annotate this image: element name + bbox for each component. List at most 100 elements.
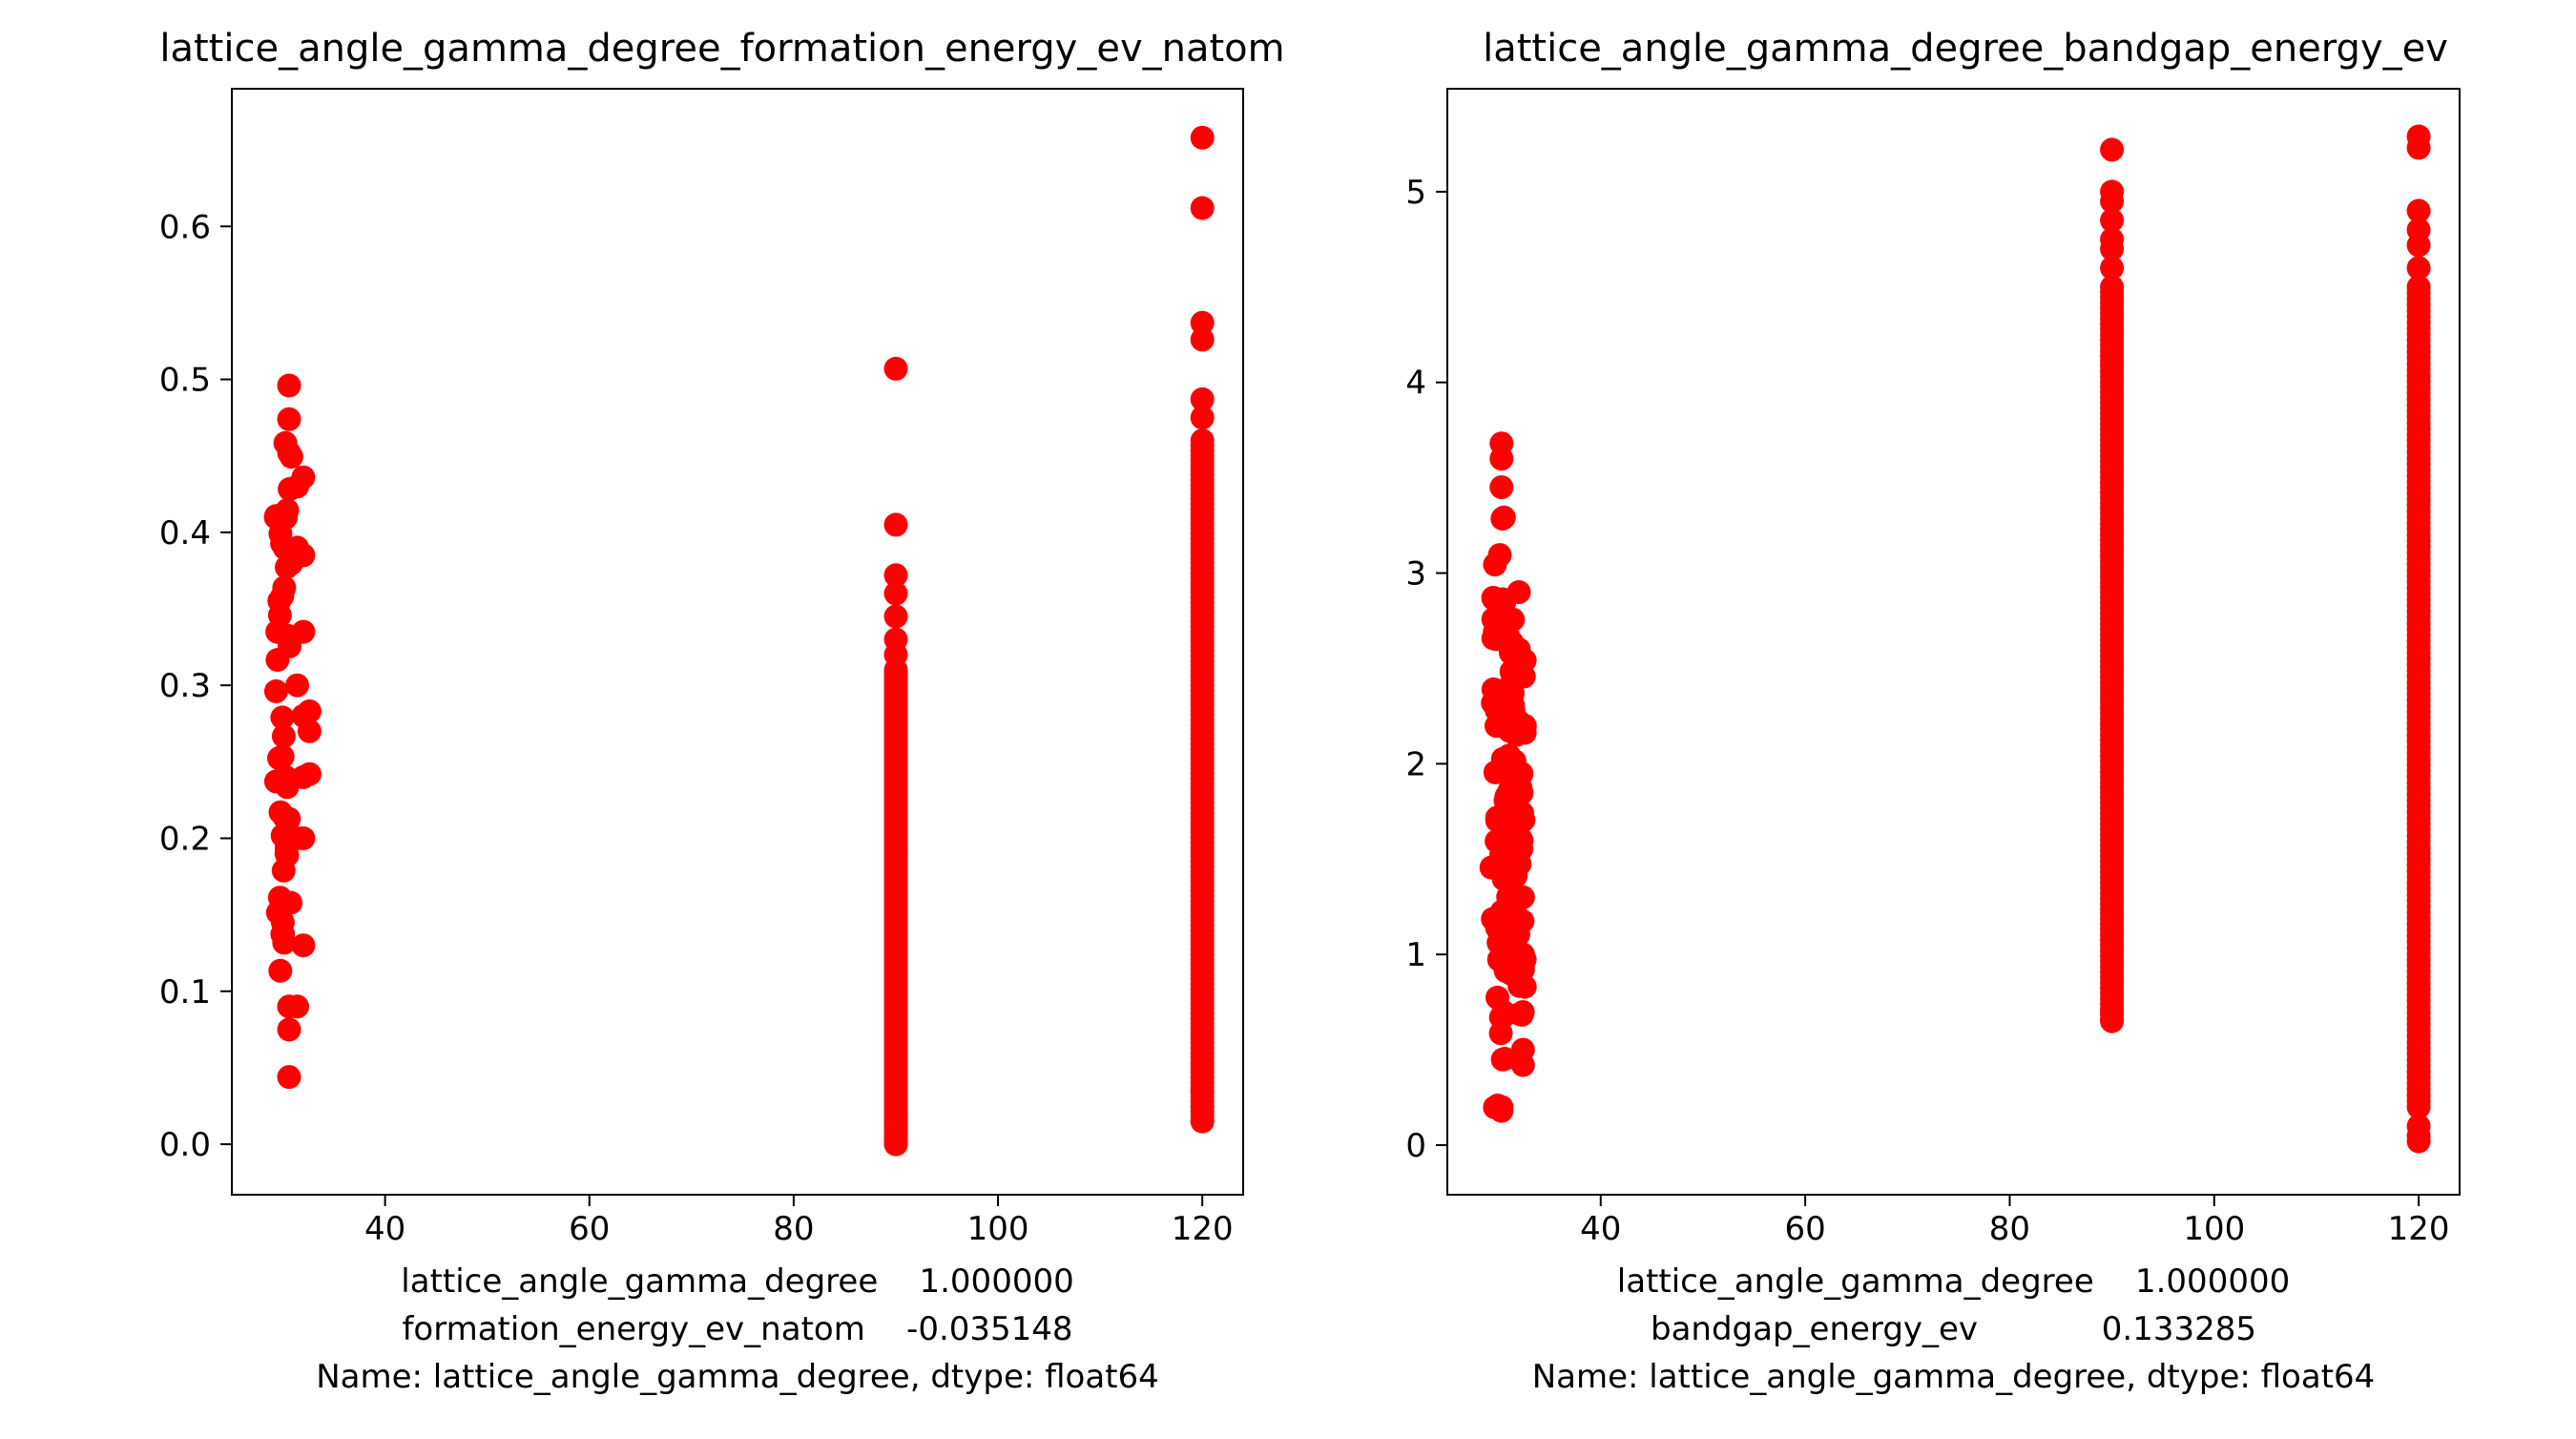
- data-point: [1489, 431, 1514, 456]
- y-tick-label: 0.1: [159, 973, 211, 1011]
- data-point: [883, 356, 908, 381]
- data-point: [1190, 428, 1215, 453]
- data-point: [1190, 327, 1215, 352]
- data-point: [1510, 1037, 1535, 1062]
- data-point: [267, 746, 291, 771]
- data-point: [1510, 885, 1535, 909]
- data-point: [1489, 600, 1514, 625]
- data-point: [1190, 310, 1215, 335]
- data-point: [268, 800, 293, 824]
- data-point: [1491, 505, 1516, 530]
- data-point: [1190, 1078, 1215, 1103]
- x-axis-label-line: lattice_angle_gamma_degree 1.000000: [1617, 1262, 2290, 1301]
- x-tick-label: 80: [773, 1210, 814, 1248]
- x-tick-label: 40: [364, 1210, 405, 1248]
- data-point: [1190, 196, 1215, 220]
- data-point: [2100, 179, 2125, 204]
- x-axis-label-line: bandgap_energy_ev 0.133285: [1651, 1310, 2256, 1348]
- data-point: [2406, 1114, 2431, 1138]
- data-point: [1510, 942, 1535, 967]
- data-point: [291, 619, 316, 644]
- data-point: [2100, 208, 2125, 233]
- data-point: [265, 648, 290, 672]
- data-point: [2406, 218, 2431, 242]
- data-point: [277, 1065, 301, 1090]
- data-point: [2406, 275, 2431, 300]
- y-tick-label: 2: [1405, 745, 1426, 783]
- x-tick-label: 60: [569, 1210, 610, 1248]
- data-point: [883, 627, 908, 652]
- data-point: [285, 673, 309, 698]
- data-point: [291, 933, 316, 958]
- data-point: [277, 407, 301, 431]
- data-point: [1489, 1095, 1514, 1119]
- data-point: [883, 581, 908, 606]
- data-point: [883, 563, 908, 588]
- y-tick-label: 0.3: [159, 667, 211, 705]
- data-point: [2100, 256, 2125, 281]
- axes-frame: [231, 88, 1244, 1196]
- data-point: [297, 699, 322, 723]
- data-point: [883, 604, 908, 629]
- data-point: [1499, 830, 1524, 854]
- data-point: [1190, 125, 1215, 150]
- data-point: [268, 958, 293, 983]
- x-tick-label: 120: [1172, 1210, 1234, 1248]
- data-point: [2406, 198, 2431, 223]
- y-tick-label: 0.6: [159, 208, 211, 246]
- y-tick-label: 4: [1405, 365, 1426, 403]
- data-point: [277, 373, 301, 398]
- data-points: [1479, 124, 2431, 1154]
- data-point: [2100, 137, 2125, 162]
- y-tick-label: 0: [1405, 1127, 1426, 1165]
- y-tick-label: 0.5: [159, 362, 211, 400]
- data-point: [272, 575, 297, 600]
- x-tick-label: 60: [1784, 1210, 1825, 1248]
- x-tick-label: 100: [967, 1210, 1029, 1248]
- axes-frame: [1446, 88, 2461, 1196]
- data-point: [1492, 1047, 1517, 1071]
- data-point: [1506, 637, 1531, 661]
- chart-title: lattice_angle_gamma_degree_bandgap_energ…: [1483, 27, 2448, 71]
- data-point: [1504, 864, 1528, 888]
- data-point: [277, 1017, 301, 1042]
- y-tick-label: 0.0: [159, 1126, 211, 1164]
- data-point: [1501, 693, 1526, 718]
- data-point: [263, 504, 288, 529]
- chart-title: lattice_angle_gamma_degree_formation_ene…: [159, 27, 1284, 71]
- data-point: [279, 890, 303, 915]
- y-tick-label: 0.2: [159, 820, 211, 858]
- data-point: [1506, 580, 1531, 604]
- data-point: [883, 512, 908, 537]
- data-point: [274, 764, 298, 789]
- data-point: [2100, 275, 2125, 300]
- data-point: [271, 724, 296, 748]
- data-point: [291, 826, 316, 850]
- x-axis-label-line: Name: lattice_angle_gamma_degree, dtype:…: [1532, 1358, 2376, 1396]
- data-point: [1190, 406, 1215, 430]
- data-point: [263, 678, 288, 703]
- data-point: [272, 930, 297, 955]
- data-point: [1503, 919, 1527, 944]
- x-tick-label: 120: [2388, 1210, 2450, 1248]
- data-point: [297, 719, 322, 743]
- y-tick-label: 0.4: [159, 514, 211, 553]
- x-tick-label: 40: [1580, 1210, 1621, 1248]
- data-point: [1497, 744, 1522, 769]
- data-point: [270, 705, 295, 730]
- data-point: [883, 1101, 908, 1126]
- data-point: [277, 441, 301, 465]
- data-point: [297, 761, 322, 786]
- data-point: [2100, 227, 2125, 252]
- data-point: [2100, 999, 2125, 1024]
- chart-panel-2: lattice_angle_gamma_degree_bandgap_energ…: [1405, 27, 2461, 1396]
- data-point: [2406, 124, 2431, 149]
- y-tick-label: 1: [1405, 936, 1426, 974]
- data-point: [1512, 714, 1537, 739]
- y-tick-label: 3: [1405, 555, 1426, 594]
- x-axis-label-line: Name: lattice_angle_gamma_degree, dtype:…: [316, 1358, 1159, 1396]
- x-tick-label: 100: [2183, 1210, 2245, 1248]
- data-point: [1483, 553, 1507, 577]
- data-point: [2406, 256, 2431, 281]
